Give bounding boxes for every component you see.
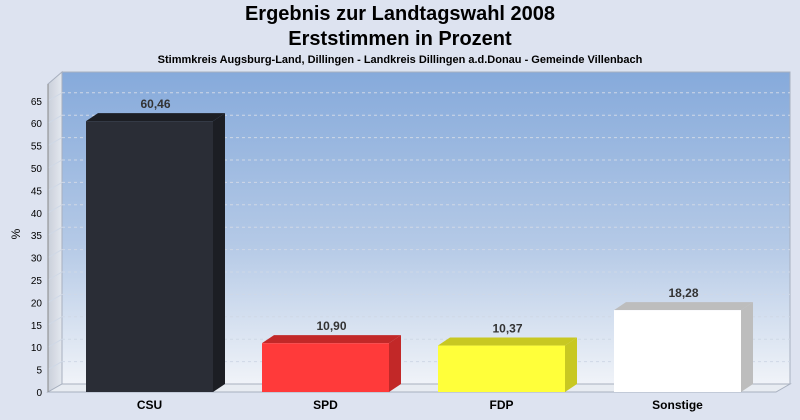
value-label: 10,90 [316,319,346,333]
bar-side [389,335,401,392]
y-tick-label: 10 [31,343,43,354]
value-label: 18,28 [668,286,698,300]
y-tick-label: 20 [31,298,43,309]
grid-line-side [47,338,63,348]
y-tick-label: 0 [36,388,42,399]
y-tick-label: 55 [31,142,43,153]
y-tick-label: 15 [31,321,43,332]
bar-front [438,345,565,392]
bar-top [262,335,401,344]
bar-side [213,113,225,393]
y-tick-label: 60 [31,119,43,130]
bar-side [741,302,753,392]
bar-front [262,343,389,392]
y-axis-label: % [9,228,23,239]
chart-title-line2: Erststimmen in Prozent [288,28,512,50]
y-tick-label: 65 [31,97,43,108]
y-tick-label: 35 [31,231,43,242]
bar-front [614,310,741,392]
chart-title: Ergebnis zur Landtagswahl 2008 [244,3,556,25]
grid-line-side [47,159,63,169]
y-tick-label: 25 [31,276,43,287]
grid-line-side [47,271,63,281]
bar-side [565,337,577,392]
chart-subtitle: Stimmkreis Augsburg-Land, Dillingen - La… [157,54,643,66]
grid-line-side [47,204,63,214]
grid-line-side [47,249,63,259]
y-tick-label: 40 [31,209,43,220]
bar-top [86,113,225,122]
grid-line-side [47,361,63,371]
category-label: Sonstige [652,398,703,412]
grid-line-side [47,137,63,147]
bar-front [86,121,213,393]
category-label: CSU [137,398,162,412]
y-tick-label: 30 [31,254,43,265]
bar-top [614,302,753,311]
plot-left-wall [47,70,63,393]
y-tick-label: 50 [31,164,43,175]
bar-spd [262,335,401,392]
bar-csu [86,113,225,393]
y-tick-label: 5 [36,366,42,377]
value-label: 60,46 [140,97,170,111]
bar-sonstige [614,302,753,392]
category-label: SPD [313,398,338,412]
bar-top [438,337,577,346]
grid-line-side [47,316,63,326]
grid-line-side [47,181,63,191]
grid-line-side [47,293,63,303]
grid-line-side [47,114,63,124]
grid-line-side [47,92,63,102]
bar-fdp [438,337,577,392]
value-label: 10,37 [492,322,522,336]
grid-line-side [47,226,63,236]
category-label: FDP [490,398,514,412]
y-tick-label: 45 [31,186,43,197]
